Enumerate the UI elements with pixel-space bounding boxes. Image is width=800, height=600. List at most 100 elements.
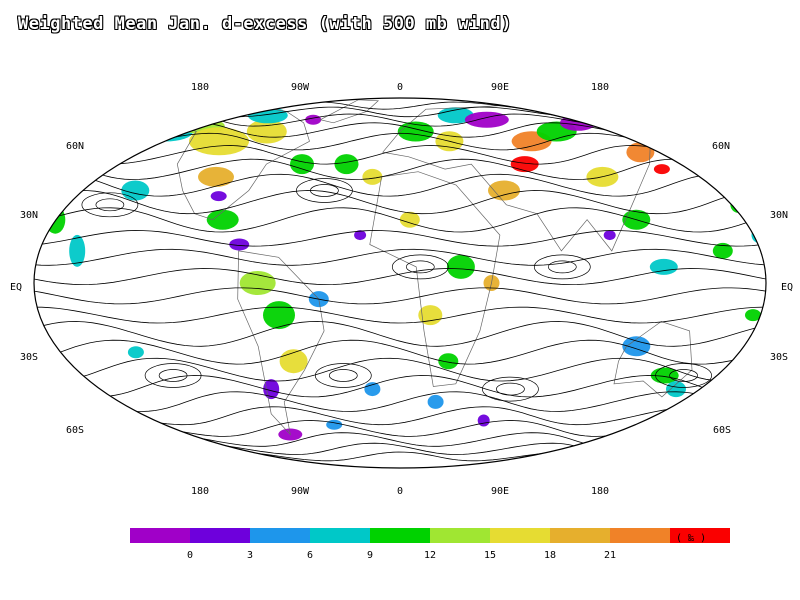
- map-title: Weighted Mean Jan. d-excess (with 500 mb…: [18, 14, 512, 34]
- streamline: [34, 207, 760, 233]
- field-patch-47: [364, 382, 381, 397]
- eddy-7: [310, 184, 339, 197]
- lon-label-bottom: 0: [397, 486, 403, 497]
- field-patch-36: [603, 230, 616, 241]
- field-patch-54: [326, 419, 343, 430]
- lon-label-top: 90W: [291, 82, 310, 93]
- coastline-2: [369, 171, 501, 387]
- streamline: [70, 158, 730, 180]
- field-patch-49: [477, 414, 490, 427]
- eddy-5: [391, 254, 449, 280]
- lon-label-bottom: 90W: [291, 486, 310, 497]
- colorbar-segment: [310, 528, 370, 543]
- eddy-5: [405, 260, 435, 274]
- eddy-0: [158, 369, 188, 382]
- lon-label-top: 90E: [491, 82, 509, 93]
- colorbar-tick-label: 6: [307, 550, 313, 561]
- lat-label-right: 60N: [712, 141, 730, 152]
- eddy-6: [547, 260, 577, 274]
- coastline-5: [319, 99, 380, 124]
- streamline: [118, 432, 684, 447]
- streamline: [67, 391, 725, 412]
- coastline-1: [237, 250, 325, 436]
- eddy-7: [296, 178, 353, 203]
- streamline: [34, 287, 766, 305]
- field-patch-43: [438, 353, 459, 370]
- colorbar-segment: [430, 528, 490, 543]
- lat-label-right: 30N: [770, 210, 788, 221]
- field-patch-51: [650, 367, 679, 384]
- coastline-4: [613, 321, 693, 398]
- lon-label-top: 180: [591, 82, 609, 93]
- streamline: [91, 420, 707, 437]
- lon-label-bottom: 90E: [491, 486, 509, 497]
- field-patch-45: [354, 230, 367, 241]
- graticule-labels: 180 90W 0 90E 180 180 90W 0 90E 180 60N 30N EQ 30S 60S…: [10, 82, 793, 497]
- field-patch-22: [362, 168, 383, 185]
- streamline: [53, 357, 744, 382]
- eddy-2: [482, 376, 539, 402]
- field-patch-25: [437, 107, 474, 124]
- lat-label-left: EQ: [10, 282, 22, 293]
- lon-label-bottom: 180: [591, 486, 609, 497]
- colorbar-segment: [370, 528, 430, 543]
- colorbar-unit: ( ‰ ): [676, 533, 706, 544]
- field-patch-32: [559, 114, 596, 131]
- streamline: [61, 173, 736, 197]
- lat-label-right: 30S: [770, 352, 788, 363]
- field-patch-55: [745, 309, 761, 322]
- field-patch-20: [127, 346, 144, 359]
- colorbar-segment: [670, 528, 730, 543]
- map-border: [33, 97, 767, 469]
- colorbar-tick-label: 12: [424, 550, 436, 561]
- colorbar-tick-label: 18: [544, 550, 556, 561]
- lat-label-left: 30N: [20, 210, 38, 221]
- field-patch-28: [510, 156, 539, 173]
- lat-label-left: 60N: [66, 141, 84, 152]
- streamline: [47, 190, 747, 215]
- field-patch-6: [305, 114, 322, 125]
- colorbar-segment: [490, 528, 550, 543]
- colorbar-segment: [550, 528, 610, 543]
- streamline: [34, 248, 766, 266]
- field-patch-21: [334, 154, 359, 175]
- eddy-0: [144, 363, 202, 388]
- lat-label-left: 30S: [20, 352, 38, 363]
- colorbar-segment: [250, 528, 310, 543]
- field-patch-0: [137, 121, 193, 142]
- colorbar-tick-label: 3: [247, 550, 253, 561]
- eddy-4: [81, 192, 139, 218]
- colorbar-tick-label: 9: [367, 550, 373, 561]
- lon-label-top: 180: [191, 82, 209, 93]
- streamline: [103, 122, 690, 138]
- field-patch-8: [121, 180, 150, 201]
- field-patch-3: [198, 166, 234, 187]
- lat-label-right: EQ: [781, 282, 793, 293]
- streamline: [40, 339, 758, 365]
- field-patch-15: [263, 301, 295, 330]
- eddy-3: [669, 369, 698, 382]
- streamline: [75, 406, 719, 426]
- streamline: [85, 132, 712, 151]
- field-patch-37: [649, 258, 678, 275]
- eddy-1: [314, 363, 372, 388]
- streamline: [34, 230, 766, 247]
- lat-label-left: 60S: [66, 425, 84, 436]
- field-patch-39: [730, 196, 747, 213]
- eddy-4: [95, 198, 125, 212]
- lon-label-top: 0: [397, 82, 403, 93]
- field-patch-48: [427, 394, 444, 409]
- field-patch-5: [247, 107, 288, 124]
- streamline: [34, 306, 766, 324]
- field-patch-52: [666, 381, 686, 398]
- eddy-1: [328, 369, 358, 382]
- streamline: [76, 145, 724, 165]
- streamline: [34, 321, 766, 347]
- eddy-2: [496, 382, 525, 396]
- field-patch-13: [229, 238, 250, 251]
- colorbar: 0 3 6 9 12 15 18 21 ( ‰ ): [130, 528, 730, 561]
- field-patch-9: [45, 205, 66, 234]
- colorbar-tick-label: 15: [484, 550, 496, 561]
- map-background: [34, 98, 766, 468]
